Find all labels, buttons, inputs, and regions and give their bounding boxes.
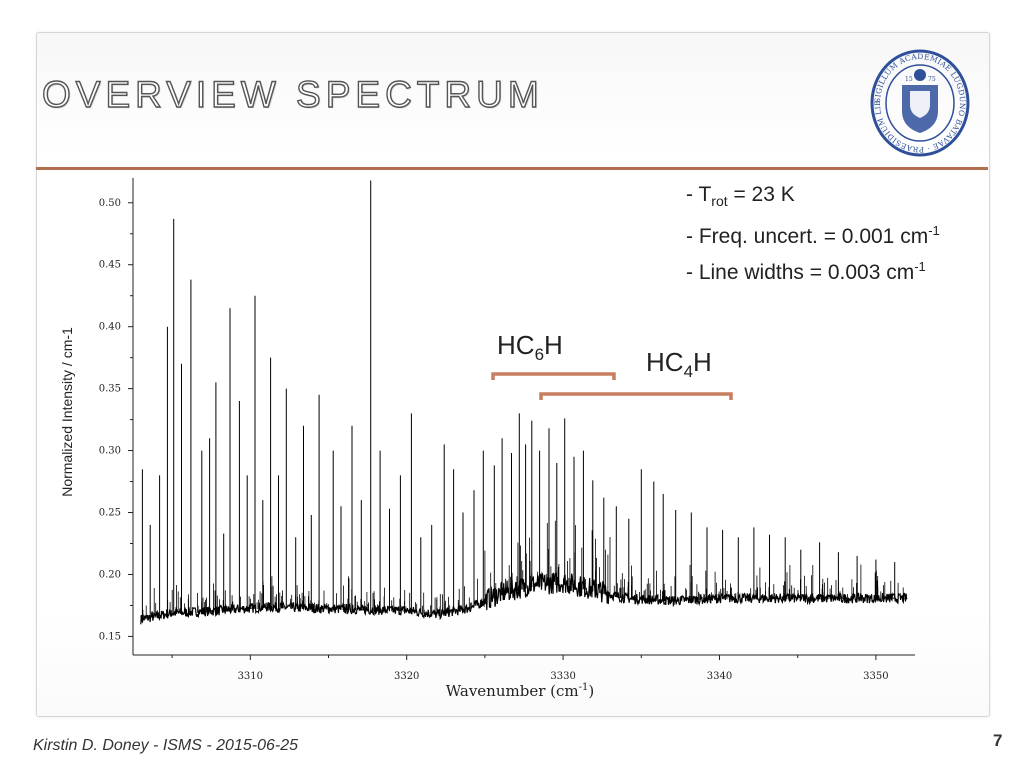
x-tick-label: 3350 — [863, 671, 888, 682]
y-tick-label: 0.35 — [99, 384, 121, 395]
frequency-uncertainty: - Freq. uncert. = 0.001 cm-1 — [686, 223, 940, 249]
slide-title: OVERVIEW SPECTRUM — [41, 73, 544, 115]
rotational-temperature: - Trot = 23 K — [686, 183, 795, 210]
y-tick-label: 0.15 — [99, 631, 121, 642]
spectrum-baseline — [140, 571, 908, 625]
group-brackets — [491, 372, 733, 400]
title-divider — [36, 167, 988, 170]
y-tick-label: 0.45 — [99, 260, 121, 271]
x-tick-label: 3340 — [707, 671, 732, 682]
footer-credit: Kirstin D. Doney - ISMS - 2015-06-25 — [33, 737, 298, 754]
hc4h-bracket — [539, 392, 733, 400]
hc6h-bracket — [491, 372, 616, 380]
y-tick-label: 0.30 — [99, 446, 121, 457]
x-tick-label: 3310 — [238, 671, 263, 682]
x-tick-label: 3330 — [550, 671, 575, 682]
line-widths: - Line widths = 0.003 cm-1 — [686, 259, 926, 285]
university-seal-logo: SIGILLUM ACADEMIAE LUGDUNO BATAVAE · PRA… — [870, 45, 970, 157]
y-tick-label: 0.50 — [99, 198, 121, 209]
svg-text:75: 75 — [928, 76, 936, 83]
page-number: 7 — [993, 731, 1003, 750]
y-tick-label: 0.20 — [99, 569, 121, 580]
y-axis-title: Normalized Intensity / cm-1 — [59, 327, 75, 497]
x-axis-title: Wavenumber (cm-1) — [446, 682, 594, 700]
y-tick-label: 0.25 — [99, 508, 121, 519]
y-tick-label: 0.40 — [99, 322, 121, 333]
hc4h-label: HC4H — [646, 347, 712, 382]
hc6h-label: HC6H — [497, 330, 563, 365]
chart-axes: 0.15 0.20 0.25 0.30 0.35 0.40 0.45 0.50 3310 3320… — [99, 178, 915, 682]
x-tick-label: 3320 — [394, 671, 419, 682]
experiment-parameters: - Trot = 23 K - Freq. uncert. = 0.001 cm… — [686, 180, 986, 288]
svg-text:15: 15 — [905, 76, 913, 83]
spectrum-trace — [140, 180, 908, 625]
